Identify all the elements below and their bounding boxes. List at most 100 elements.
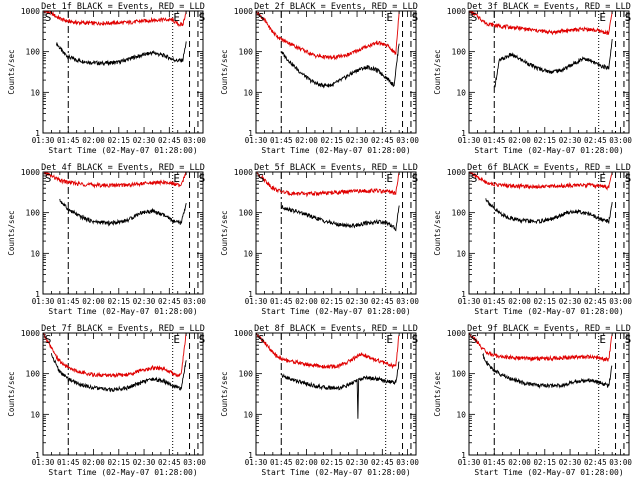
x-tick-label: 02:15 [534,136,557,145]
x-axis-label: Start Time (02-May-07 01:28:00) [261,307,410,316]
y-tick-label: 1 [461,290,466,299]
events-series-line [59,198,187,227]
x-tick-label: 01:45 [270,136,293,145]
lld-series-line [469,172,613,191]
x-tick-label: 01:30 [32,136,55,145]
x-tick-label: 02:00 [82,297,105,306]
x-tick-label: 01:30 [245,458,268,467]
y-tick-label: 10 [243,410,253,419]
x-tick-label: 02:00 [295,136,318,145]
plot-frame [42,171,204,295]
x-tick-label: 02:45 [584,136,607,145]
panel-title: Det 2f BLACK = Events, RED = LLD [254,2,418,12]
events-series-line [50,353,187,393]
y-tick-label: 100 [239,48,254,57]
y-axis-label: Counts/sec [220,49,229,94]
event-marker-e: E [386,333,393,346]
x-tick-label: 02:15 [108,458,131,467]
x-tick-label: 02:30 [346,136,369,145]
y-tick-label: 100 [26,209,41,218]
plot-frame [468,332,630,456]
x-axis-label: Start Time (02-May-07 01:28:00) [474,146,623,155]
plot-frame [468,171,630,295]
event-marker-s: S [625,333,632,346]
y-tick-label: 1000 [447,168,466,177]
x-tick-label: 02:45 [584,297,607,306]
x-tick-label: 02:15 [321,458,344,467]
y-tick-label: 1 [35,129,40,138]
event-marker-s: S [625,172,632,185]
events-series-line [485,198,613,224]
x-axis-label: Start Time (02-May-07 01:28:00) [474,307,623,316]
y-tick-label: 10 [456,410,466,419]
y-tick-label: 1 [35,451,40,460]
x-axis-label: Start Time (02-May-07 01:28:00) [48,146,197,155]
panel-title: Det 3f BLACK = Events, RED = LLD [467,2,631,12]
event-marker-e: E [386,172,393,185]
x-tick-label: 01:45 [57,136,80,145]
x-tick-label: 02:30 [133,297,156,306]
x-tick-label: 02:00 [295,297,318,306]
x-tick-label: 03:00 [183,136,206,145]
y-tick-label: 100 [239,209,254,218]
x-axis-label: Start Time (02-May-07 01:28:00) [48,307,197,316]
events-series-line [281,43,400,89]
event-marker-s: S [199,333,206,346]
x-tick-label: 01:45 [270,458,293,467]
x-tick-label: 02:30 [559,297,582,306]
x-tick-label: 01:30 [458,297,481,306]
x-tick-label: 03:00 [396,458,419,467]
x-tick-label: 03:00 [396,297,419,306]
x-tick-label: 01:30 [32,297,55,306]
plot-frame [255,332,417,456]
y-tick-label: 1 [248,129,253,138]
x-tick-label: 02:45 [158,458,181,467]
plot-frame [42,10,204,134]
y-axis-label: Counts/sec [220,371,229,416]
x-tick-label: 01:30 [32,458,55,467]
x-tick-label: 01:45 [483,136,506,145]
x-tick-label: 01:30 [245,136,268,145]
x-tick-label: 02:15 [321,136,344,145]
x-tick-label: 02:15 [534,297,557,306]
panel-title: Det 5f BLACK = Events, RED = LLD [254,163,418,173]
panel-title: Det 6f BLACK = Events, RED = LLD [467,163,631,173]
x-tick-label: 02:45 [371,136,394,145]
detector-panel-3: Det 3f BLACK = Events, RED = LLD 1 10 100 10… [433,2,632,155]
event-marker-s: S [412,172,419,185]
x-tick-label: 03:00 [609,136,632,145]
x-tick-label: 02:30 [133,136,156,145]
x-tick-label: 02:15 [108,136,131,145]
x-tick-label: 02:30 [559,458,582,467]
event-marker-s: S [471,172,478,185]
event-marker-s: S [471,11,478,24]
x-tick-label: 02:45 [371,458,394,467]
y-tick-label: 1000 [447,329,466,338]
lld-series-line [256,172,400,198]
events-series-line [482,352,613,389]
x-tick-label: 03:00 [396,136,419,145]
x-tick-label: 02:00 [82,458,105,467]
x-tick-label: 02:30 [559,136,582,145]
x-tick-label: 02:45 [584,458,607,467]
event-marker-s: S [258,333,265,346]
event-marker-e: E [173,11,180,24]
plot-frame [42,332,204,456]
panel-title: Det 1f BLACK = Events, RED = LLD [41,2,205,12]
event-marker-s: S [258,11,265,24]
x-tick-label: 02:00 [295,458,318,467]
y-tick-label: 100 [452,48,467,57]
lld-series-line [469,333,613,363]
x-tick-label: 02:00 [508,136,531,145]
y-tick-label: 1000 [234,329,253,338]
x-tick-label: 01:45 [57,297,80,306]
panel-title: Det 8f BLACK = Events, RED = LLD [254,324,418,334]
x-tick-label: 03:00 [609,458,632,467]
y-tick-label: 1000 [21,168,40,177]
x-tick-label: 03:00 [183,297,206,306]
x-tick-label: 03:00 [183,458,206,467]
event-marker-s: S [45,172,52,185]
y-tick-label: 1000 [234,7,253,16]
x-axis-label: Start Time (02-May-07 01:28:00) [261,468,410,477]
